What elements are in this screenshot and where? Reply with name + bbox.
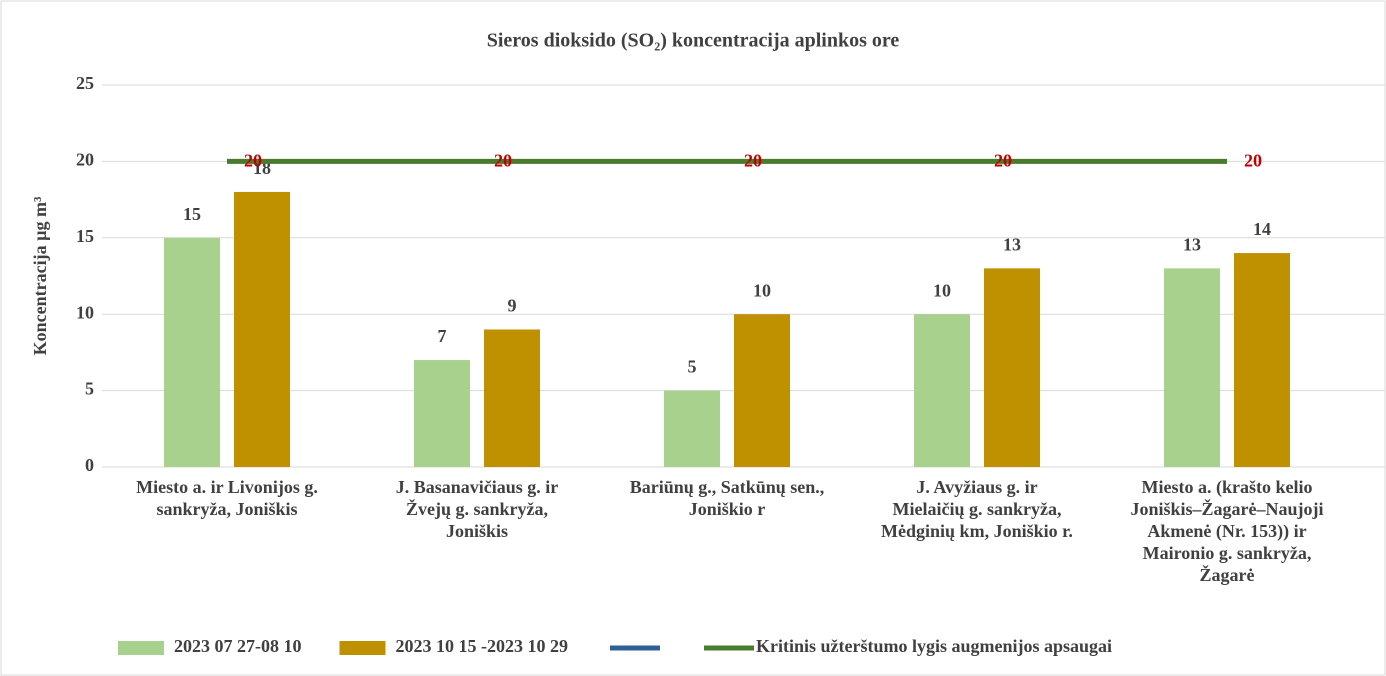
x-tick-label: Miesto a. (krašto kelio Joniškis–Žagarė–N… (1130, 477, 1323, 585)
data-label: 20 (1244, 151, 1262, 171)
data-label: 20 (494, 151, 512, 171)
x-tick-label: Miesto a. ir Livonijos g. sankryža, Joniš… (136, 477, 318, 519)
legend-label: 2023 10 15 -2023 10 29 (396, 636, 569, 656)
legend-label: Kritinis užterštumo lygis augmenijos aps… (756, 636, 1112, 656)
data-label: 10 (933, 280, 951, 300)
bar (664, 390, 720, 467)
legend-swatch (118, 641, 164, 655)
bar (234, 191, 290, 467)
data-label: 5 (688, 357, 697, 377)
bar (484, 329, 540, 467)
x-tick-label: J. Avyžiaus g. ir Mielaičių g. sankryža, M… (881, 477, 1073, 541)
y-tick-label: 25 (76, 73, 94, 93)
data-label: 10 (753, 280, 771, 300)
x-tick-label: J. Basanavičiaus g. ir Žvejų g. sankryža,… (396, 477, 559, 541)
y-tick-label: 10 (76, 302, 94, 322)
chart-title: Sieros dioksido (SO₂) koncentracija apli… (487, 30, 900, 52)
x-tick-label: Bariūnų g., Satkūnų sen., Joniškio r (630, 477, 825, 519)
data-label: 7 (438, 326, 447, 346)
y-tick-label: 15 (76, 226, 94, 246)
data-label: 20 (744, 151, 762, 171)
legend-label: 2023 07 27-08 10 (174, 636, 302, 656)
y-tick-label: 5 (85, 379, 94, 399)
bar (734, 314, 790, 467)
data-label: 20 (994, 151, 1012, 171)
bar (164, 237, 220, 467)
legend-swatch (339, 641, 386, 655)
y-axis-label: Koncentracija µg m³ (30, 196, 50, 355)
y-tick-label: 0 (85, 455, 94, 475)
bar (914, 314, 970, 467)
data-label: 13 (1183, 234, 1201, 254)
data-label: 14 (1253, 219, 1271, 239)
y-tick-label: 20 (76, 150, 94, 170)
bar (414, 360, 470, 467)
data-label: 15 (183, 204, 201, 224)
bar (1234, 253, 1290, 467)
bar (1164, 268, 1220, 467)
data-label: 13 (1003, 234, 1021, 254)
bar (984, 268, 1040, 467)
data-label: 20 (244, 151, 262, 171)
data-label: 9 (508, 296, 517, 316)
